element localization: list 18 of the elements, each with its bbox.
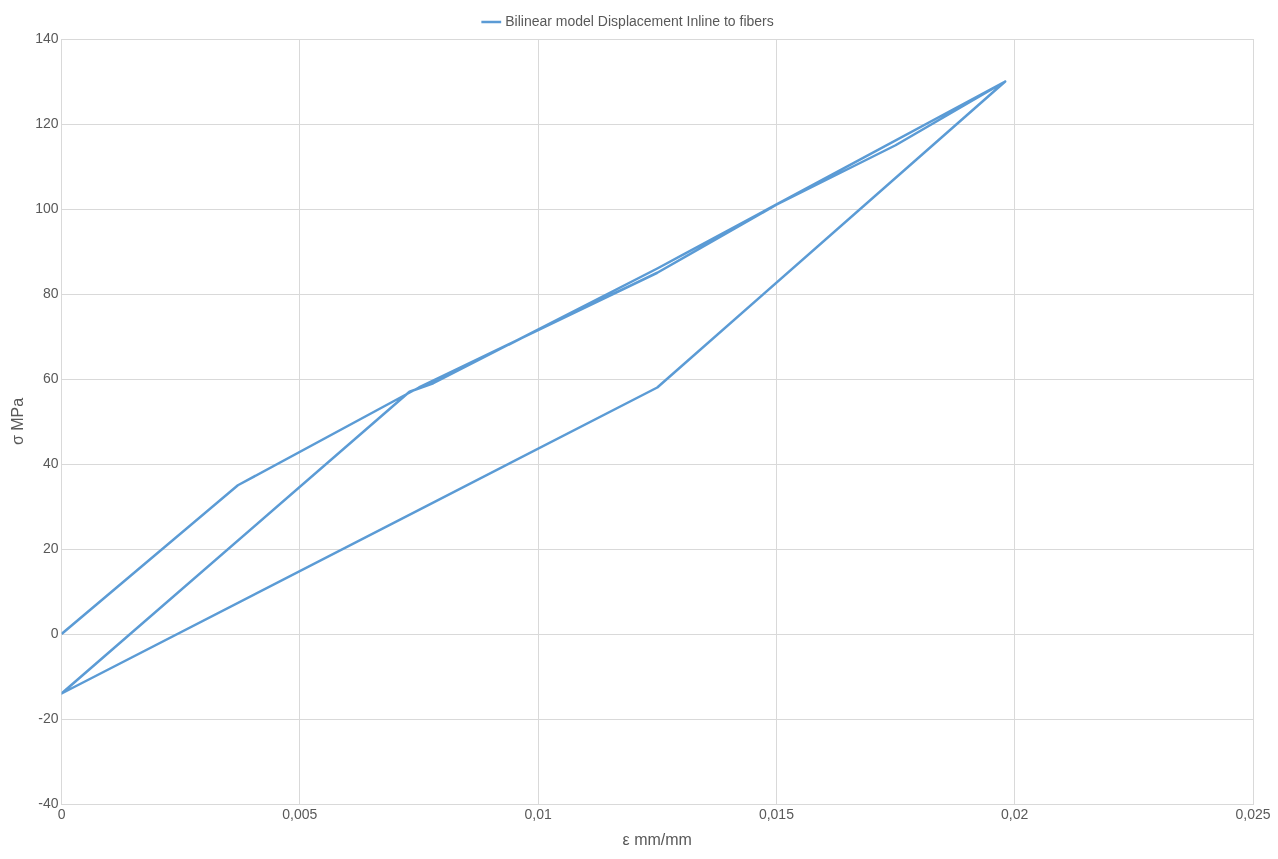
- y-tick-label: 100: [35, 199, 59, 216]
- y-tick-label: -20: [38, 709, 59, 726]
- y-tick-label: 140: [35, 29, 59, 46]
- y-tick-label: 120: [35, 114, 59, 131]
- x-tick-label: 0,02: [1001, 806, 1029, 823]
- y-tick-label: 80: [42, 284, 59, 301]
- x-axis-title: ε mm/mm: [622, 830, 692, 848]
- y-axis-title: σ MPa: [9, 397, 27, 446]
- legend-label: Bilinear model Displacement Inline to fibers: [505, 12, 774, 29]
- x-tick-label: 0,025: [1235, 806, 1271, 823]
- y-tick-label: 0: [50, 624, 59, 641]
- x-tick-label: 0,015: [758, 806, 795, 823]
- y-tick-label: 60: [42, 369, 59, 386]
- y-tick-label: 20: [42, 539, 59, 556]
- x-tick-label: 0,01: [524, 806, 552, 823]
- x-tick-label: 0,005: [282, 806, 318, 823]
- y-tick-label: -40: [38, 794, 59, 811]
- y-tick-label: 40: [42, 454, 59, 471]
